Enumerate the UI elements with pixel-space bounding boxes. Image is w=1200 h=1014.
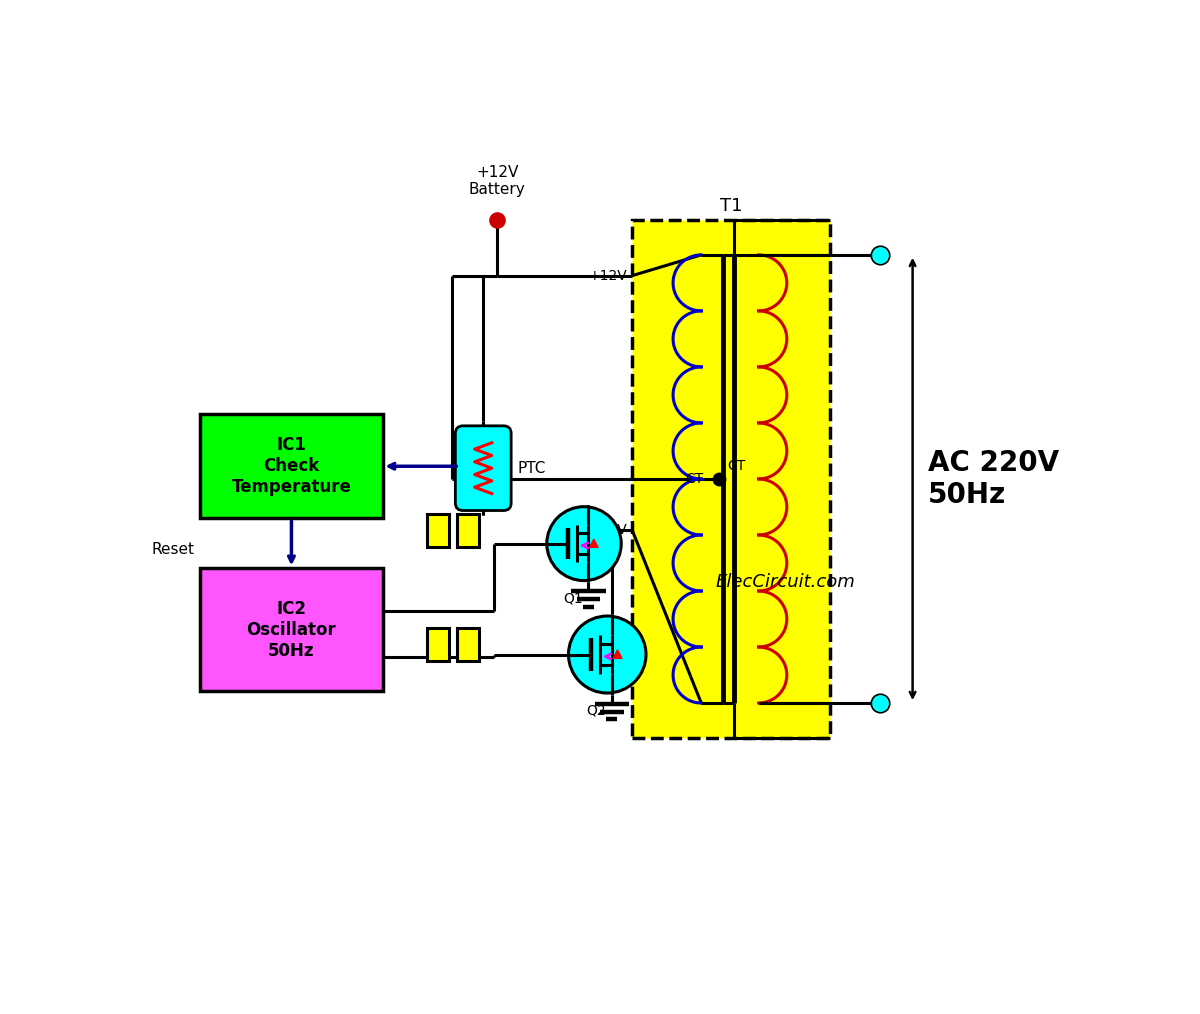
Text: Q2: Q2 <box>586 704 606 718</box>
Text: T1: T1 <box>720 198 742 215</box>
Polygon shape <box>589 539 598 548</box>
Text: IC1
Check
Temperature: IC1 Check Temperature <box>232 436 352 496</box>
Text: PTC: PTC <box>517 460 546 476</box>
Bar <box>200 415 383 518</box>
Circle shape <box>569 617 646 693</box>
Circle shape <box>547 507 622 581</box>
Bar <box>457 514 479 547</box>
Bar <box>427 629 449 661</box>
Text: ElecCircuit.com: ElecCircuit.com <box>715 573 856 591</box>
Text: AC 220V
50Hz: AC 220V 50Hz <box>928 449 1060 509</box>
Bar <box>632 220 829 737</box>
Text: CT: CT <box>685 472 703 486</box>
Polygon shape <box>613 650 622 658</box>
Bar <box>427 514 449 547</box>
Text: CT: CT <box>727 458 745 473</box>
Bar <box>200 568 383 692</box>
Text: +12V
Battery: +12V Battery <box>469 164 526 197</box>
Text: +12V: +12V <box>589 523 628 536</box>
Bar <box>457 629 479 661</box>
Text: IC2
Oscillator
50Hz: IC2 Oscillator 50Hz <box>246 600 336 660</box>
Text: +12V: +12V <box>589 269 628 283</box>
Text: Reset: Reset <box>151 541 194 557</box>
Text: Q1: Q1 <box>563 591 583 605</box>
FancyBboxPatch shape <box>455 426 511 510</box>
